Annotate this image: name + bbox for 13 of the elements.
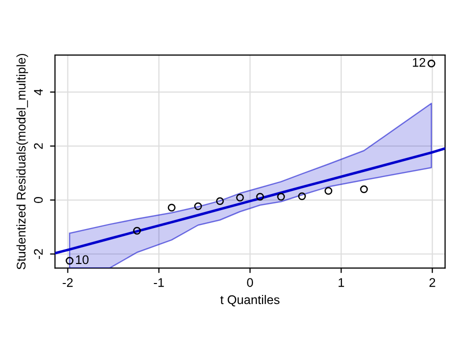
x-tick-label: 1	[338, 278, 344, 287]
x-tick-label: 2	[429, 278, 436, 287]
y-tick-label: 0	[34, 197, 43, 204]
x-tick-label: -1	[154, 278, 164, 287]
y-tick-label: 2	[34, 143, 43, 149]
x-axis-title: t Quantiles	[220, 294, 280, 306]
annotation: 12	[412, 58, 426, 67]
y-axis-title: Studentized Residuals(model_multiple)	[16, 54, 28, 270]
annotation: 10	[76, 255, 89, 264]
x-tick-label: -2	[62, 278, 73, 287]
y-tick-label: -2	[34, 249, 43, 259]
y-tick-label: 4	[34, 88, 43, 96]
x-tick-label: 0	[247, 278, 254, 287]
